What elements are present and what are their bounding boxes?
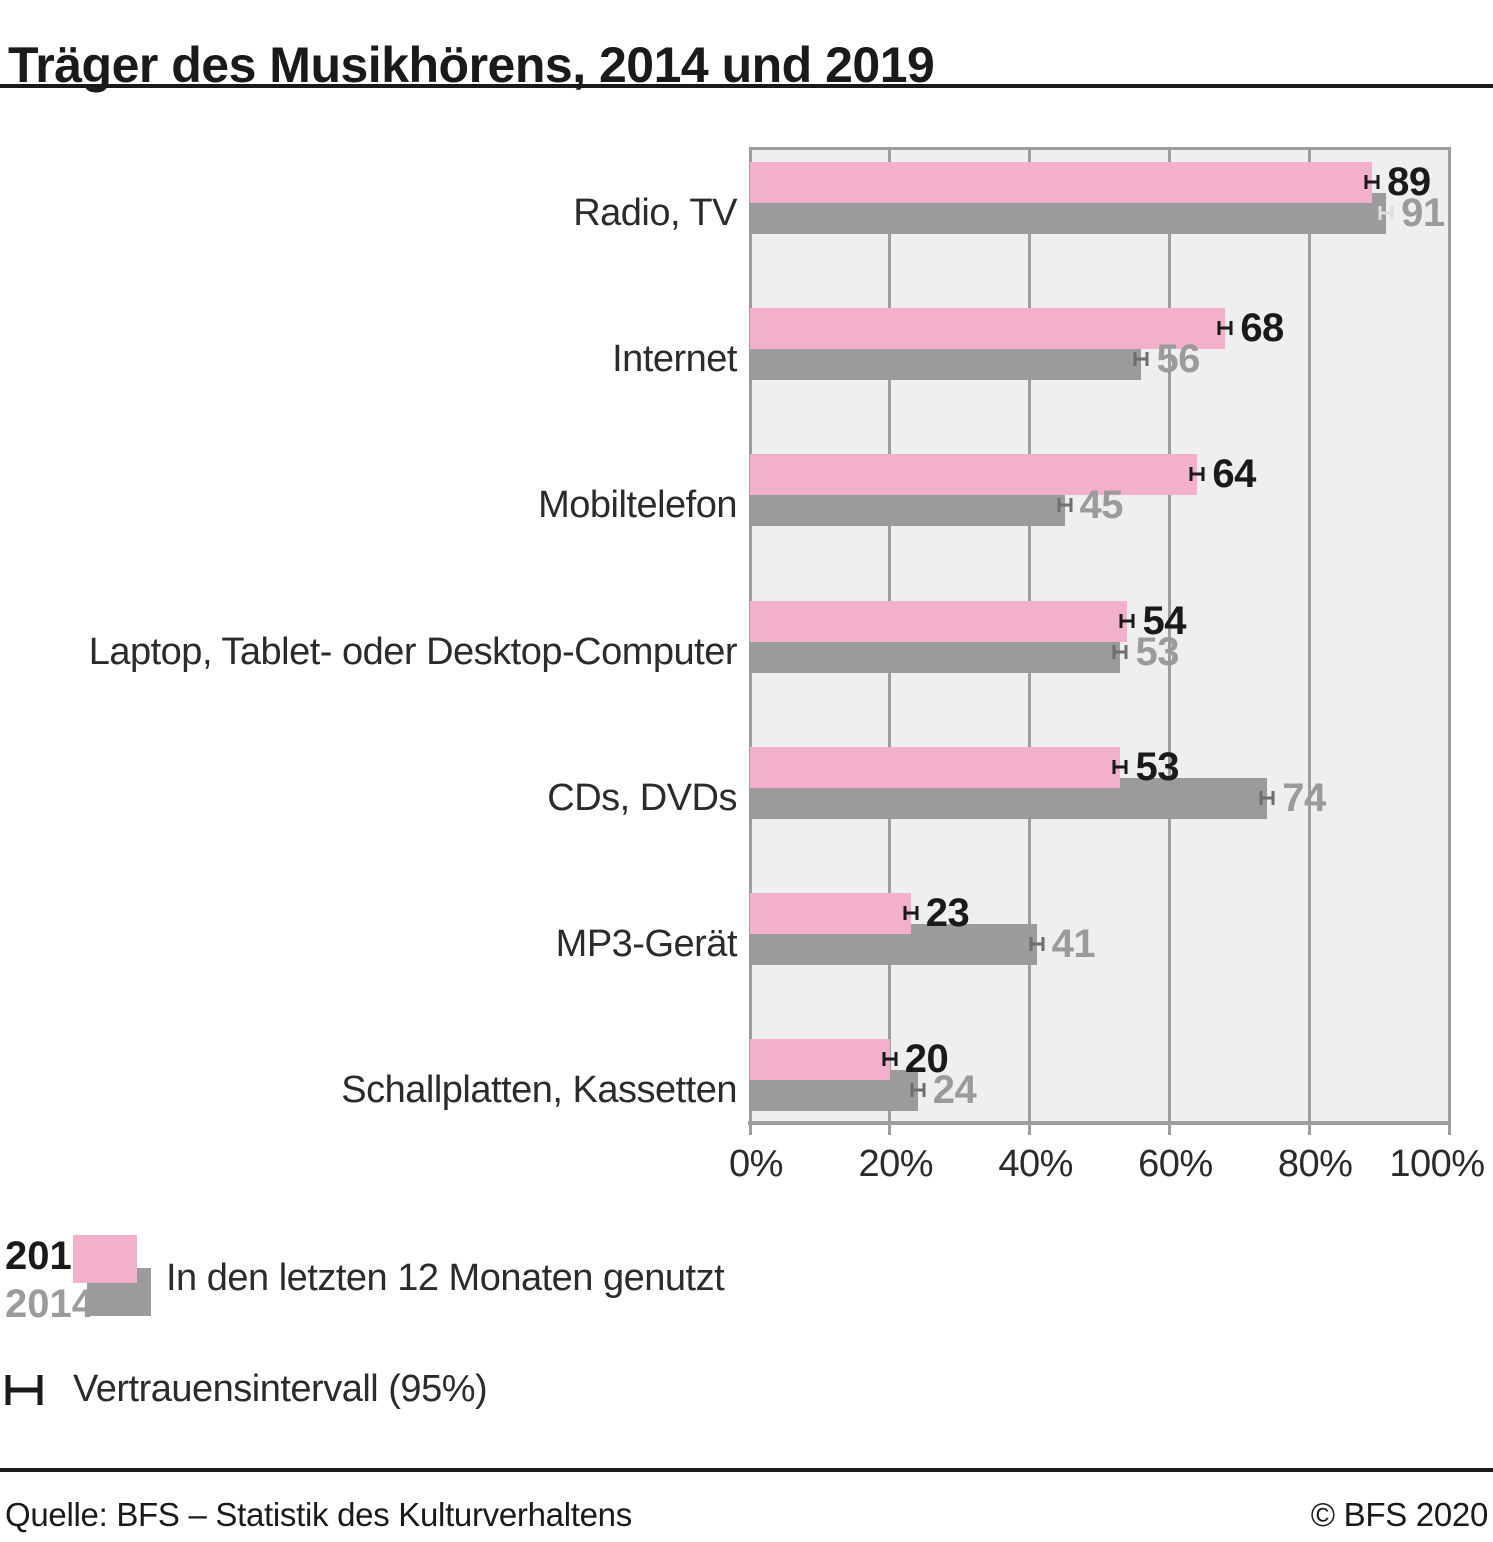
x-tick-label: 80% [1277,1143,1353,1185]
value-label-2014: 91 [1401,191,1445,235]
plot-top-border [749,147,1450,150]
legend-2014-label: 2014 [5,1282,94,1326]
x-axis-line [748,1121,1451,1125]
ci-legend-label: Vertrauensintervall (95%) [73,1368,488,1410]
chart-title: Träger des Musikhörens, 2014 und 2019 [8,36,935,93]
footer: Quelle: BFS – Statistik des Kulturverhal… [5,1496,1488,1534]
category-label: Mobiltelefon [538,484,737,527]
value-label-2019: 23 [925,891,970,935]
bar-2019 [750,1039,890,1081]
ci-marker-2019 [1364,174,1380,190]
gridline [1307,147,1311,1123]
gridline [1167,147,1171,1123]
ci-marker-2014 [910,1082,926,1098]
x-tick-label: 40% [998,1143,1073,1185]
category-label: Radio, TV [573,192,737,234]
category-label: Laptop, Tablet- oder Desktop-Computer [88,630,738,673]
ci-marker-2019 [882,1051,898,1067]
x-tick-label: 0% [729,1143,783,1185]
x-tick-label: 20% [858,1143,934,1185]
ci-marker-2014 [1112,644,1128,660]
value-label-2019: 54 [1142,598,1186,643]
value-label-2014: 41 [1051,922,1096,966]
value-label-2019: 53 [1135,744,1179,789]
x-tick-label: 100% [1389,1143,1485,1185]
ci-marker-2019 [1112,759,1128,775]
ci-marker-2014 [1029,936,1045,952]
bar-2019 [750,162,1373,203]
plot-area: 0% 20% 40% 60% 80% 100% 89 91 68 56 64 45 54 53 53 74 23… [729,147,1485,1185]
x-tick [1307,1125,1311,1135]
bar-2019 [750,308,1226,350]
x-tick [1028,1125,1032,1135]
legend-usage-label: In den letzten 12 Monaten genutzt [166,1257,725,1299]
title-divider [0,84,1493,88]
value-label-2014: 74 [1282,775,1326,820]
category-label: Internet [612,338,737,381]
x-tick [1447,1125,1451,1135]
copyright-label: © BFS 2020 [1310,1496,1489,1533]
value-label-2014: 24 [932,1068,977,1113]
ci-marker-2014 [1259,790,1275,806]
bar-2019 [750,893,911,934]
ci-marker-2014 [1378,205,1394,221]
value-label-2014: 53 [1135,629,1179,674]
bar-2019 [750,746,1121,788]
ci-marker-2019 [903,905,919,921]
ci-marker-2019 [1119,613,1135,629]
category-label: CDs, DVDs [547,776,737,819]
category-label: Schallplatten, Kassetten [341,1069,737,1112]
x-tick [888,1125,892,1135]
source-label: Quelle: BFS – Statistik des Kulturverhal… [5,1496,632,1533]
x-tick [1167,1125,1171,1135]
ci-marker-2019 [1217,320,1233,336]
bar-2019 [750,454,1198,496]
ci-marker-2019 [1189,466,1205,482]
category-label: MP3-Gerät [555,923,738,965]
plot-border-line [1447,147,1451,1123]
value-label-2019: 89 [1387,160,1431,204]
legend-2019-swatch [73,1235,137,1283]
ci-marker-2014 [1133,351,1149,367]
ci-legend: Vertrauensintervall (95%) [5,1368,488,1411]
value-label-2014: 56 [1156,337,1200,382]
x-tick [748,1125,752,1135]
x-tick-label: 60% [1138,1143,1213,1185]
category-labels: Radio, TV Internet Mobiltelefon Laptop, Tab… [0,147,738,1123]
value-label-2019: 68 [1240,306,1284,351]
bar-2019 [750,600,1128,642]
footer-divider [0,1468,1493,1472]
ci-marker-2014 [1057,497,1073,513]
value-label-2019: 20 [904,1037,949,1082]
confidence-interval-icon [5,1374,43,1405]
value-label-2014: 45 [1079,483,1124,528]
value-label-2019: 64 [1212,452,1256,497]
